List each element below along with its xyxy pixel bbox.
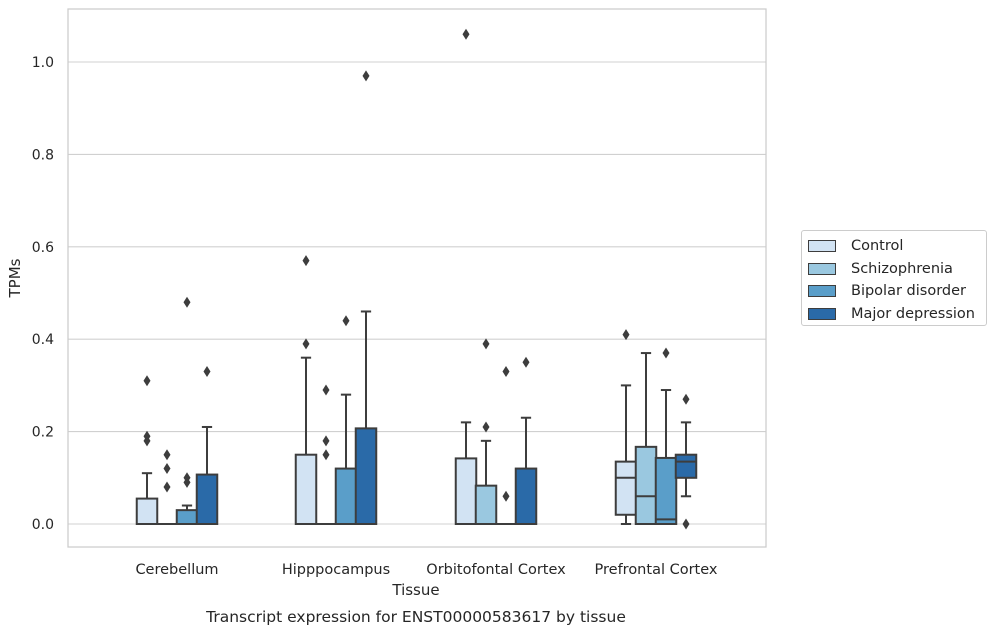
x-tick-label: Orbitofontal Cortex — [426, 562, 566, 578]
outlier-point — [322, 435, 330, 447]
outlier-point — [302, 255, 310, 267]
y-tick-label: 0.4 — [32, 332, 54, 348]
outlier-point — [183, 472, 191, 484]
chart-caption: Transcript expression for ENST0000058361… — [205, 608, 626, 626]
box-iqr — [634, 445, 658, 526]
legend-item-major-depression: Major depression — [808, 303, 986, 326]
outlier-point — [342, 315, 350, 327]
legend-item-bipolar-disorder: Bipolar disorder — [808, 280, 986, 303]
box-iqr — [175, 509, 199, 526]
box-iqr — [674, 453, 698, 479]
x-axis-ticks: Cerebellum Hipppocampus Orbitofontal Corte… — [135, 562, 717, 578]
legend: Control Schizophrenia Bipolar disorder M… — [801, 230, 987, 326]
x-axis-label: Tissue — [391, 581, 439, 599]
box-control — [454, 421, 478, 525]
box-iqr — [514, 467, 538, 525]
box-iqr — [135, 497, 159, 525]
outlier-point — [502, 366, 510, 378]
outlier-point — [163, 481, 171, 493]
y-tick-label: 0.6 — [32, 240, 54, 256]
box-bipolar-disorder — [334, 393, 358, 525]
outlier-point — [302, 338, 310, 350]
y-tick-label: 0.8 — [32, 147, 54, 163]
box-iqr — [354, 427, 378, 525]
legend-swatch-schizophrenia — [808, 262, 836, 275]
y-tick-label: 1.0 — [32, 55, 54, 71]
outlier-point — [682, 518, 690, 530]
box-schizophrenia — [634, 352, 658, 526]
box-schizophrenia — [474, 439, 498, 525]
outlier-point — [362, 70, 370, 82]
box-iqr — [454, 457, 478, 525]
box-iqr — [195, 473, 219, 526]
outlier-point — [183, 296, 191, 308]
outlier-point — [163, 463, 171, 475]
box-iqr — [614, 460, 638, 516]
y-tick-label: 0.0 — [32, 517, 54, 533]
box-major-depression — [674, 421, 698, 498]
x-tick-label: Prefrontal Cortex — [595, 562, 718, 578]
outlier-point — [322, 449, 330, 461]
gridlines — [68, 61, 766, 525]
box-iqr — [654, 456, 678, 525]
outlier-point — [163, 449, 171, 461]
outlier-point — [143, 375, 151, 387]
box-bipolar-disorder — [175, 504, 199, 526]
box-control — [294, 356, 318, 526]
box-major-depression — [514, 416, 538, 525]
outlier-point — [203, 366, 211, 378]
box-iqr — [474, 484, 498, 525]
y-axis-label: TPMs — [6, 258, 24, 298]
box-control — [135, 472, 159, 525]
outlier-point — [143, 430, 151, 442]
outlier-point — [682, 393, 690, 405]
legend-swatch-major-depression — [808, 307, 836, 320]
outlier-point — [462, 28, 470, 40]
outlier-point — [482, 338, 490, 350]
outlier-point — [662, 347, 670, 359]
outlier-point — [522, 356, 530, 368]
box-iqr — [294, 453, 318, 526]
box-major-depression — [195, 425, 219, 526]
x-tick-label: Cerebellum — [135, 562, 218, 578]
legend-label-control: Control — [851, 238, 904, 255]
y-axis-ticks: 0.0 0.2 0.4 0.6 0.8 1.0 — [32, 55, 54, 533]
box-major-depression — [354, 310, 378, 525]
y-tick-label: 0.2 — [32, 425, 54, 441]
outlier-point — [482, 421, 490, 433]
legend-swatch-control — [808, 240, 836, 253]
legend-label-bipolar-disorder: Bipolar disorder — [851, 283, 966, 300]
outlier-points — [143, 28, 690, 530]
legend-item-schizophrenia: Schizophrenia — [808, 258, 986, 281]
boxes — [135, 310, 698, 526]
legend-swatch-bipolar-disorder — [808, 285, 836, 298]
legend-label-schizophrenia: Schizophrenia — [851, 260, 953, 277]
legend-item-control: Control — [808, 235, 986, 258]
box-bipolar-disorder — [654, 389, 678, 525]
outlier-point — [502, 490, 510, 502]
box-control — [614, 384, 638, 525]
legend-label-major-depression: Major depression — [851, 305, 975, 322]
outlier-point — [622, 329, 630, 341]
outlier-point — [322, 384, 330, 396]
box-iqr — [334, 467, 358, 525]
plot-area-frame — [67, 8, 767, 548]
x-tick-label: Hipppocampus — [282, 562, 390, 578]
